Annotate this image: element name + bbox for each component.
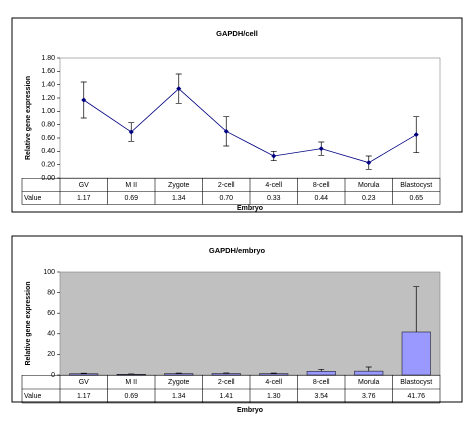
table-value: 0.33 [267, 195, 281, 202]
bar [212, 374, 241, 375]
table-row-label: Value [24, 195, 41, 202]
table-value: 3.54 [314, 393, 328, 400]
x-tick-label: Morula [358, 379, 380, 386]
y-tick-label: 20 [47, 351, 55, 358]
y-tick-label: 0.40 [41, 148, 55, 155]
x-tick-label: 8-cell [313, 379, 330, 386]
x-tick-label: Blastocyst [400, 182, 432, 189]
bar [355, 371, 384, 375]
x-tick-label: Zygote [168, 182, 190, 189]
table-value: 1.17 [77, 393, 91, 400]
bar [402, 332, 431, 375]
x-tick-label: Blastocyst [400, 379, 432, 386]
y-tick-label: 60 [47, 310, 55, 317]
table-value: 0.44 [314, 195, 328, 202]
y-tick-label: 0.80 [41, 122, 55, 129]
table-value: 0.65 [409, 195, 423, 202]
plot-area [60, 272, 440, 375]
y-axis-label: Relative gene expression [25, 281, 32, 365]
y-tick-label: 1.40 [41, 82, 55, 89]
plot-area [60, 58, 440, 178]
table-value: 0.69 [124, 195, 138, 202]
bar [70, 374, 99, 375]
y-tick-label: 1.20 [41, 95, 55, 102]
bar [117, 374, 146, 375]
table-value: 0.69 [124, 393, 138, 400]
y-tick-label: 0.20 [41, 162, 55, 169]
bar [260, 374, 289, 375]
y-tick-label: 40 [47, 331, 55, 338]
y-tick-label: 100 [43, 269, 55, 276]
x-axis-label: Embryo [237, 205, 263, 212]
table-row-label: Value [24, 393, 41, 400]
table-value: 0.23 [362, 195, 376, 202]
x-tick-label: 4-cell [265, 182, 282, 189]
x-tick-label: 4-cell [265, 379, 282, 386]
y-tick-label: 1.60 [41, 68, 55, 75]
x-tick-label: Morula [358, 182, 380, 189]
chart-title: GAPDH/cell [216, 29, 258, 38]
table-value: 0.70 [219, 195, 233, 202]
bar [165, 374, 194, 375]
chart-title: GAPDH/embryo [209, 246, 266, 255]
y-axis-label: Relative gene expression [25, 76, 32, 160]
x-tick-label: M II [125, 182, 137, 189]
y-tick-label: 1.80 [41, 55, 55, 62]
x-tick-label: M II [125, 379, 137, 386]
x-tick-label: Zygote [168, 379, 190, 386]
table-value: 41.76 [407, 393, 425, 400]
x-tick-label: GV [79, 182, 89, 189]
x-axis-label: Embryo [237, 407, 263, 414]
y-tick-label: 0.60 [41, 135, 55, 142]
table-value: 1.30 [267, 393, 281, 400]
table-value: 3.76 [362, 393, 376, 400]
table-value: 1.34 [172, 393, 186, 400]
y-tick-label: 80 [47, 289, 55, 296]
x-tick-label: 2-cell [218, 182, 235, 189]
table-value: 1.41 [219, 393, 233, 400]
bar [307, 371, 336, 375]
y-tick-label: 1.00 [41, 108, 55, 115]
x-tick-label: GV [79, 379, 89, 386]
x-tick-label: 2-cell [218, 379, 235, 386]
table-value: 1.17 [77, 195, 91, 202]
x-tick-label: 8-cell [313, 182, 330, 189]
table-value: 1.34 [172, 195, 186, 202]
